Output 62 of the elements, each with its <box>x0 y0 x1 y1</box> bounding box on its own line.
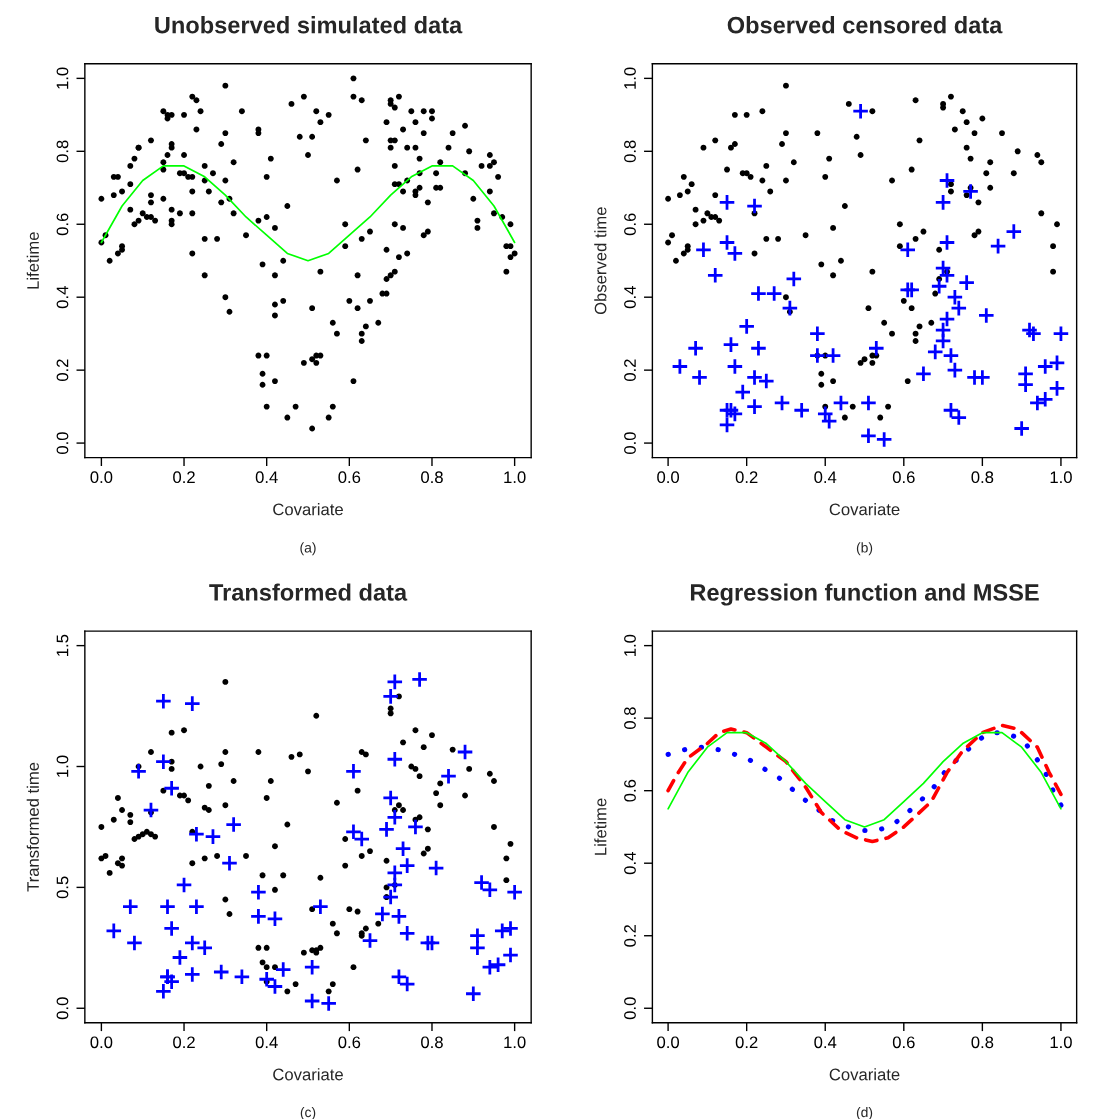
y-tick-label: 0.4 <box>624 286 636 309</box>
x-tick-label: 0.8 <box>421 471 443 484</box>
y-tick-label: 1.0 <box>624 634 636 656</box>
y-tick-label: 0.2 <box>624 359 636 382</box>
x-axis-title: Covariate <box>829 1068 900 1081</box>
x-tick-label: 0.8 <box>971 1036 994 1049</box>
chart-title: Observed censored data <box>727 16 1003 34</box>
y-tick-label: 0.4 <box>56 286 69 309</box>
x-tick-label: 0.0 <box>657 1036 680 1049</box>
y-tick-label: 1.0 <box>56 67 69 89</box>
x-axis-title: Covariate <box>829 503 900 516</box>
y-axis-title: Transformed time <box>26 762 39 892</box>
chart-title: Unobserved simulated data <box>155 16 463 34</box>
text: (b) <box>856 542 873 556</box>
y-tick-label: 0.6 <box>624 779 636 802</box>
text: (d) <box>856 1106 873 1119</box>
x-tick-label: 0.2 <box>173 1036 195 1049</box>
y-axis-title: Lifetime <box>594 798 607 855</box>
y-tick-label: 0.8 <box>56 140 69 163</box>
x-tick-label: 1.0 <box>1050 1036 1072 1049</box>
y-tick-label: 0.8 <box>624 140 636 163</box>
x-tick-label: 0.4 <box>814 471 837 484</box>
x-tick-label: 0.6 <box>892 1036 915 1049</box>
x-tick-label: 0.6 <box>338 1036 361 1049</box>
x-axis-title: Covariate <box>273 503 343 516</box>
y-tick-label: 0.0 <box>624 997 636 1020</box>
x-tick-label: 0.2 <box>735 471 758 484</box>
x-tick-label: 1.0 <box>1050 471 1072 484</box>
text: (c) <box>300 1106 316 1119</box>
y-tick-label: 1.0 <box>624 67 636 89</box>
y-tick-label: 0.6 <box>624 213 636 236</box>
y-tick-label: 0.8 <box>624 707 636 730</box>
x-tick-label: 0.0 <box>657 471 680 484</box>
x-tick-label: 0.6 <box>892 471 915 484</box>
y-axis-title: Observed time <box>594 207 607 315</box>
x-tick-label: 0.0 <box>90 471 113 484</box>
x-tick-label: 0.2 <box>735 1036 758 1049</box>
y-tick-label: 0.0 <box>56 432 69 455</box>
x-tick-label: 0.4 <box>255 1036 278 1049</box>
y-tick-label: 0.6 <box>56 213 69 236</box>
chart-title: Regression function and MSSE <box>690 583 1039 606</box>
y-tick-label: 0.4 <box>624 852 636 875</box>
y-tick-label: 0.0 <box>56 997 69 1020</box>
x-tick-label: 0.8 <box>421 1036 443 1049</box>
x-tick-label: 0.8 <box>971 471 994 484</box>
y-tick-label: 1.0 <box>56 755 69 777</box>
y-axis-title: Lifetime <box>26 232 39 289</box>
x-tick-label: 0.4 <box>255 471 278 484</box>
x-tick-label: 0.0 <box>90 1036 113 1049</box>
y-tick-label: 0.2 <box>624 924 636 947</box>
text: (a) <box>300 542 316 556</box>
x-axis-title: Covariate <box>273 1068 343 1081</box>
chart-title: Transformed data <box>209 583 408 601</box>
y-tick-label: 0.0 <box>624 432 636 455</box>
y-tick-label: 1.5 <box>56 634 69 656</box>
x-tick-label: 1.0 <box>504 471 526 484</box>
y-tick-label: 0.5 <box>56 876 69 899</box>
x-tick-label: 1.0 <box>504 1036 526 1049</box>
x-tick-label: 0.2 <box>173 471 195 484</box>
y-tick-label: 0.2 <box>56 359 69 382</box>
x-tick-label: 0.4 <box>814 1036 837 1049</box>
x-tick-label: 0.6 <box>338 471 361 484</box>
